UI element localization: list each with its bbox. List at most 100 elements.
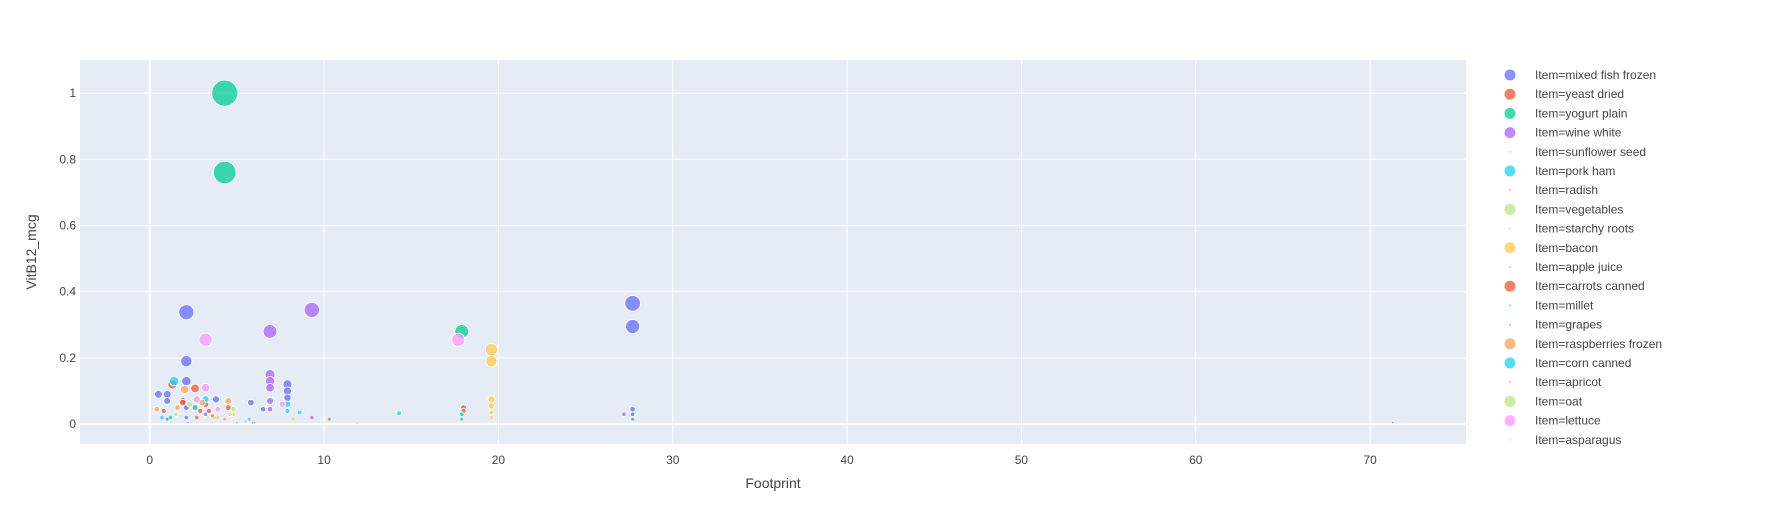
- data-point[interactable]: [485, 355, 498, 368]
- data-point[interactable]: [165, 417, 169, 421]
- legend-item[interactable]: Item=bacon: [1504, 241, 1599, 255]
- data-point[interactable]: [212, 160, 237, 185]
- data-point[interactable]: [162, 390, 172, 399]
- legend-item[interactable]: Item=corn canned: [1504, 356, 1632, 370]
- data-point[interactable]: [192, 395, 201, 404]
- data-point[interactable]: [396, 410, 402, 416]
- data-point[interactable]: [283, 393, 292, 402]
- data-point[interactable]: [291, 417, 295, 421]
- data-point[interactable]: [309, 415, 314, 420]
- data-point[interactable]: [1391, 421, 1394, 424]
- legend-item[interactable]: Item=pork ham: [1504, 164, 1616, 178]
- data-point[interactable]: [153, 406, 160, 413]
- legend-item[interactable]: Item=wine white: [1504, 126, 1622, 140]
- legend-item[interactable]: Item=radish: [1509, 183, 1598, 197]
- legend-item[interactable]: Item=sunflower seed: [1509, 145, 1646, 159]
- data-point[interactable]: [194, 415, 199, 420]
- data-point[interactable]: [296, 409, 303, 416]
- data-point[interactable]: [211, 421, 214, 424]
- data-point[interactable]: [244, 420, 247, 423]
- data-point[interactable]: [284, 407, 291, 414]
- data-point[interactable]: [630, 411, 636, 417]
- data-point[interactable]: [224, 404, 232, 411]
- data-point[interactable]: [451, 332, 466, 347]
- data-point[interactable]: [251, 421, 254, 424]
- data-point[interactable]: [160, 407, 167, 414]
- data-point[interactable]: [253, 421, 256, 424]
- data-point[interactable]: [212, 395, 220, 404]
- data-point[interactable]: [186, 400, 194, 408]
- data-point[interactable]: [206, 407, 213, 414]
- data-point[interactable]: [227, 411, 233, 417]
- data-point[interactable]: [169, 376, 180, 387]
- data-point[interactable]: [356, 422, 359, 425]
- data-point[interactable]: [160, 415, 164, 420]
- data-point[interactable]: [214, 406, 221, 413]
- legend-item[interactable]: Item=asparagus: [1509, 433, 1621, 447]
- data-point[interactable]: [202, 411, 209, 417]
- data-point[interactable]: [266, 406, 274, 413]
- data-point[interactable]: [198, 332, 213, 347]
- legend-item[interactable]: Item=oat: [1504, 394, 1583, 408]
- legend-item[interactable]: Item=yogurt plain: [1504, 106, 1628, 120]
- data-point[interactable]: [215, 415, 220, 420]
- data-point[interactable]: [154, 390, 163, 399]
- data-point[interactable]: [247, 417, 251, 421]
- data-point[interactable]: [168, 415, 173, 420]
- legend-item[interactable]: Item=apricot: [1509, 375, 1602, 389]
- legend-item[interactable]: Item=apple juice: [1509, 260, 1623, 274]
- data-point[interactable]: [163, 397, 172, 405]
- data-point[interactable]: [179, 384, 190, 394]
- legend-item[interactable]: Item=vegetables: [1504, 202, 1624, 216]
- data-point[interactable]: [489, 415, 494, 420]
- data-point[interactable]: [178, 304, 195, 321]
- data-point[interactable]: [459, 411, 465, 417]
- data-point[interactable]: [621, 411, 627, 417]
- legend-label: Item=oat: [1535, 394, 1583, 408]
- legend[interactable]: Item=mixed fish frozen Item=yeast dried It…: [1504, 68, 1663, 447]
- data-point[interactable]: [460, 417, 464, 421]
- data-point[interactable]: [223, 417, 227, 421]
- data-point[interactable]: [487, 395, 496, 404]
- data-point[interactable]: [278, 400, 286, 408]
- data-point[interactable]: [262, 324, 278, 339]
- data-point[interactable]: [190, 383, 200, 394]
- legend-item[interactable]: Item=starchy roots: [1509, 222, 1634, 236]
- data-point[interactable]: [211, 79, 239, 107]
- legend-item[interactable]: Item=carrots canned: [1504, 279, 1645, 293]
- data-point[interactable]: [184, 415, 189, 420]
- legend-marker: [1504, 107, 1516, 119]
- legend-item[interactable]: Item=lettuce: [1504, 414, 1602, 428]
- data-point[interactable]: [212, 415, 217, 420]
- data-point[interactable]: [629, 406, 636, 413]
- data-point[interactable]: [487, 402, 495, 410]
- data-point[interactable]: [173, 411, 179, 417]
- data-point[interactable]: [630, 417, 635, 421]
- legend-item[interactable]: Item=mixed fish frozen: [1504, 68, 1657, 82]
- data-point[interactable]: [187, 421, 190, 424]
- legend-item[interactable]: Item=raspberries frozen: [1504, 337, 1663, 351]
- data-point[interactable]: [191, 404, 199, 411]
- data-point[interactable]: [484, 343, 499, 357]
- data-point[interactable]: [625, 319, 641, 334]
- legend-item[interactable]: Item=grapes: [1509, 318, 1602, 332]
- data-point[interactable]: [224, 397, 233, 405]
- data-point[interactable]: [181, 376, 192, 387]
- data-point[interactable]: [624, 295, 641, 312]
- data-point[interactable]: [174, 404, 181, 411]
- legend-item[interactable]: Item=millet: [1509, 298, 1594, 312]
- data-point[interactable]: [235, 421, 238, 424]
- data-point[interactable]: [266, 397, 274, 405]
- data-point[interactable]: [230, 406, 237, 413]
- data-point[interactable]: [197, 407, 204, 414]
- data-point[interactable]: [259, 406, 267, 413]
- data-point[interactable]: [179, 398, 187, 407]
- data-point[interactable]: [303, 301, 320, 318]
- data-point[interactable]: [247, 398, 255, 407]
- data-point[interactable]: [488, 409, 495, 416]
- legend-item[interactable]: Item=yeast dried: [1504, 87, 1625, 101]
- data-point[interactable]: [200, 383, 211, 393]
- data-point[interactable]: [327, 417, 331, 421]
- data-point[interactable]: [265, 383, 275, 393]
- data-point[interactable]: [180, 355, 193, 368]
